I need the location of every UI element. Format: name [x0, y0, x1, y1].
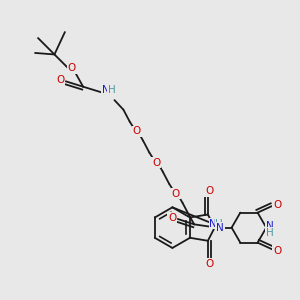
Text: N: N [209, 219, 217, 229]
Text: O: O [132, 127, 141, 136]
Text: O: O [273, 246, 281, 256]
Text: H: H [108, 85, 116, 95]
Text: O: O [68, 63, 76, 73]
Text: H: H [266, 228, 274, 238]
Text: O: O [56, 75, 64, 85]
Text: O: O [205, 186, 214, 196]
Text: O: O [273, 200, 281, 210]
Text: O: O [168, 213, 176, 223]
Text: O: O [152, 158, 160, 167]
Text: N: N [216, 223, 224, 232]
Text: O: O [172, 189, 180, 199]
Text: H: H [215, 219, 223, 229]
Text: O: O [205, 259, 214, 269]
Text: N: N [102, 85, 110, 95]
Text: N: N [266, 221, 274, 231]
